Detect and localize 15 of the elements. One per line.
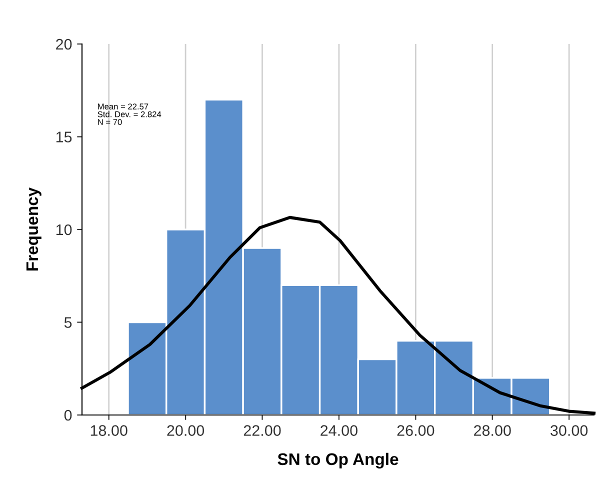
x-tick-label: 30.00: [550, 425, 588, 436]
x-tick-label: 18.00: [90, 425, 128, 436]
x-axis-title: SN to Op Angle: [278, 452, 398, 468]
y-tick-label: 15: [56, 132, 72, 142]
y-tick-label: 10: [56, 224, 72, 236]
y-axis-title: Frequency: [26, 187, 42, 271]
annotation: Mean = 22.57 Std. Dev. = 2.824 N = 70: [98, 104, 162, 126]
y-tick-label: 5: [64, 317, 72, 328]
x-tick-label: 20.00: [167, 425, 204, 436]
x-tick-label: 26.00: [397, 425, 434, 436]
y-tick-label: 0: [64, 410, 72, 421]
x-tick-label: 24.00: [320, 425, 358, 436]
x-tick-label: 28.00: [474, 425, 511, 436]
x-tick-label: 22.00: [244, 425, 281, 436]
y-tick-label: 20: [56, 38, 72, 50]
